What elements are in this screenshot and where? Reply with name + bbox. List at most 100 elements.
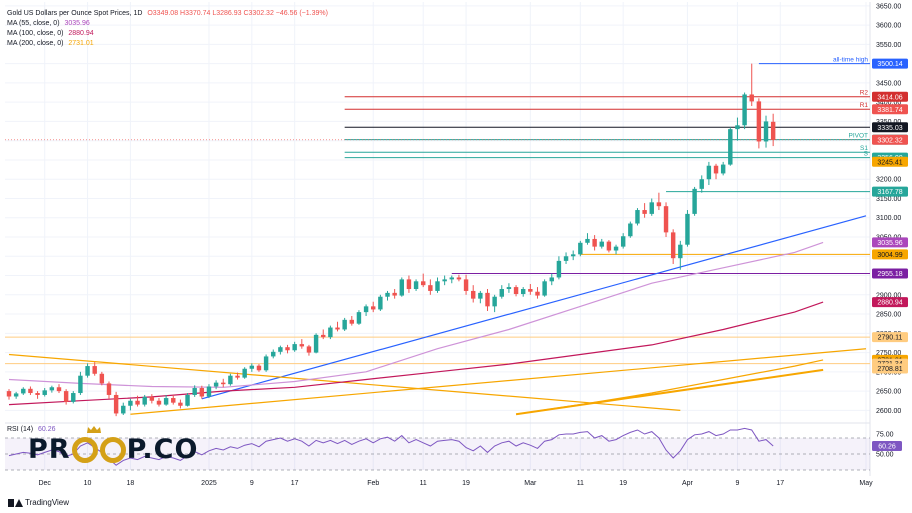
- candle-body: [221, 382, 226, 385]
- price-tag-label: 3381.74: [877, 107, 902, 114]
- candle-body: [406, 279, 412, 290]
- tradingview-logo-icon: [8, 498, 23, 507]
- candle-body: [99, 373, 105, 384]
- candle-body: [485, 292, 490, 307]
- price-tag-label: 3004.99: [877, 252, 902, 259]
- price-tag-label: 2708.81: [877, 366, 902, 373]
- candle-body: [192, 388, 197, 395]
- time-tick-label: 11: [577, 480, 584, 487]
- candle-body: [21, 388, 26, 394]
- candle-body: [492, 296, 497, 307]
- level-label: all-time high: [833, 57, 868, 64]
- price-tag: [872, 134, 908, 145]
- rsi-tag: [872, 441, 902, 451]
- candle-body: [763, 121, 769, 142]
- candle-body: [113, 394, 119, 414]
- candle-body: [649, 202, 654, 214]
- candle-body: [720, 164, 726, 174]
- time-tick-label: May: [859, 480, 873, 487]
- candle-body: [506, 287, 512, 290]
- time-tick-label: Feb: [367, 480, 379, 487]
- price-tag: [872, 104, 908, 115]
- candle-body: [249, 365, 255, 369]
- ma-55-line: [8, 241, 824, 388]
- candle-body: [42, 390, 47, 395]
- ma100-value: 2880.94: [68, 30, 94, 37]
- candle-body: [135, 400, 140, 405]
- candle-body: [592, 238, 597, 247]
- time-tick-label: 17: [291, 480, 299, 487]
- candle-body: [685, 213, 690, 245]
- time-axis[interactable]: Dec 10 18 2025 9 17 Feb 11 19 Mar 11 19 Apr 9 17 May: [38, 480, 873, 487]
- ma200-value: 2731.01: [68, 40, 94, 47]
- candle-body: [428, 285, 433, 291]
- rsi-legend[interactable]: RSI (14) 60.26: [7, 426, 56, 433]
- candle-body: [328, 327, 333, 338]
- blue-trendline: [201, 215, 867, 400]
- legend-ma200[interactable]: MA (200, close, 0) 2731.01: [7, 39, 328, 49]
- price-tick-label: 3550.00: [876, 42, 901, 49]
- price-tick-label: 3400.00: [876, 100, 901, 107]
- time-tick-label: 2025: [201, 480, 217, 487]
- candle-body: [185, 394, 190, 406]
- candle-body: [678, 244, 683, 259]
- level-label: S1: [860, 145, 868, 152]
- candle-body: [349, 319, 355, 324]
- price-tag-label: 3335.03: [877, 125, 902, 132]
- time-tick-label: 10: [84, 480, 92, 487]
- candle-body: [749, 94, 754, 102]
- candlesticks: [6, 63, 776, 417]
- candle-body: [299, 344, 305, 347]
- candle-body: [13, 393, 19, 397]
- candle-body: [570, 254, 576, 257]
- price-tag-label: 2955.18: [877, 271, 902, 278]
- tradingview-footer[interactable]: TradingView: [8, 498, 69, 507]
- price-tick-label: 2600.00: [876, 408, 901, 415]
- time-tick-label: 11: [420, 480, 427, 487]
- price-tag: [872, 186, 908, 197]
- time-tick-label: Dec: [38, 480, 51, 487]
- price-tag: [872, 268, 908, 279]
- candle-body: [713, 165, 719, 174]
- price-tag: [872, 91, 908, 102]
- candle-body: [49, 387, 55, 391]
- candle-body: [470, 290, 476, 299]
- candle-body: [199, 388, 205, 397]
- time-tick-label: 19: [619, 480, 627, 487]
- legend-ma100[interactable]: MA (100, close, 0) 2880.94: [7, 29, 328, 39]
- candle-body: [656, 202, 662, 207]
- legend-ma55[interactable]: MA (55, close, 0) 3035.96: [7, 19, 328, 29]
- price-tag-label: 3302.32: [877, 137, 902, 144]
- time-tick-label: Apr: [682, 480, 694, 487]
- rsi-line: [8, 427, 774, 466]
- candle-body: [56, 387, 62, 392]
- candle-body: [213, 382, 219, 387]
- candle-body: [670, 232, 676, 259]
- rsi-tick-label: 50.00: [876, 452, 894, 459]
- candle-body: [692, 188, 697, 214]
- candle-body: [585, 238, 590, 243]
- coin-icon: [71, 436, 98, 463]
- candle-body: [63, 391, 69, 402]
- ma100-label: MA (100, close, 0): [7, 30, 64, 37]
- rsi-value: 60.26: [38, 426, 56, 433]
- candle-body: [378, 296, 383, 310]
- price-tag-label: 3035.96: [877, 240, 902, 247]
- ma-200-line: [516, 359, 824, 415]
- footer-brand: TradingView: [25, 498, 70, 507]
- candle-body: [699, 179, 704, 189]
- chart-legend: Gold US Dollars per Ounce Spot Prices, 1…: [7, 9, 328, 49]
- price-tick-label: 3150.00: [876, 196, 901, 203]
- candle-body: [735, 125, 740, 130]
- candle-body: [421, 281, 426, 286]
- price-tick-label: 3100.00: [876, 215, 901, 222]
- candle-body: [228, 375, 233, 385]
- candle-body: [342, 319, 347, 330]
- candle-body: [770, 121, 776, 140]
- candle-body: [728, 129, 733, 165]
- candle-body: [28, 388, 33, 394]
- time-tick-label: 18: [127, 480, 135, 487]
- candle-body: [513, 287, 519, 295]
